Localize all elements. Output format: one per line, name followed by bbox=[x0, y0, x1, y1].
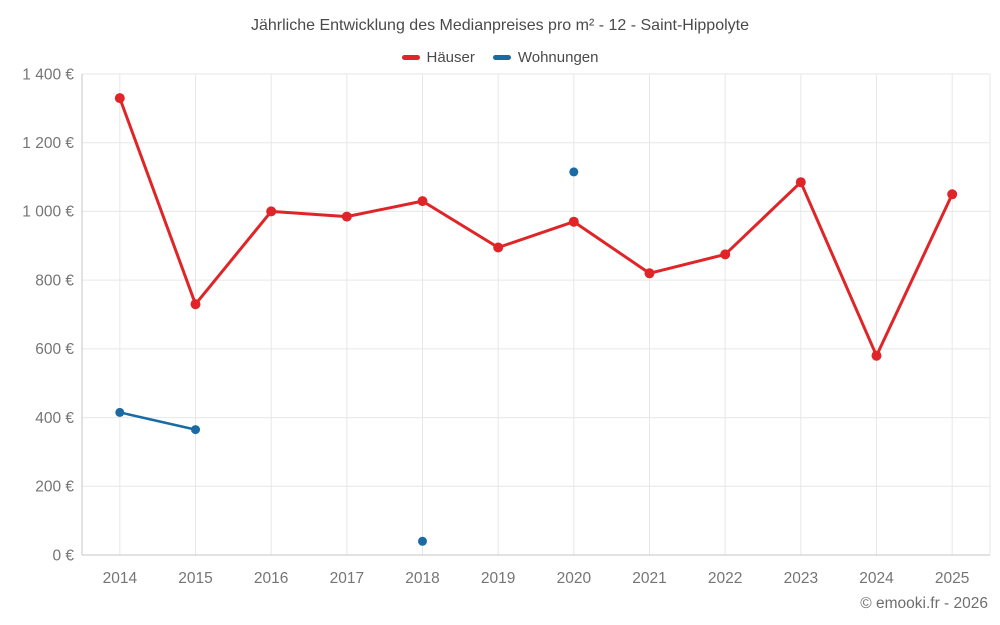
data-point-haeuser-2014[interactable] bbox=[114, 93, 125, 104]
data-point-wohnungen-2018[interactable] bbox=[418, 536, 427, 546]
x-tick-label: 2024 bbox=[859, 570, 894, 587]
y-tick-label: 1 400 € bbox=[22, 66, 74, 83]
legend-label-wohnungen: Wohnungen bbox=[517, 48, 599, 66]
x-tick-label: 2025 bbox=[935, 570, 969, 587]
data-point-haeuser-2016[interactable] bbox=[266, 206, 277, 217]
x-tick-label: 2014 bbox=[103, 570, 138, 587]
x-tick-label: 2019 bbox=[481, 570, 515, 587]
data-point-haeuser-2015[interactable] bbox=[190, 299, 201, 310]
series-line-haeuser bbox=[118, 96, 954, 358]
y-tick-label: 1 200 € bbox=[22, 135, 74, 152]
legend: Häuser Wohnungen bbox=[0, 47, 1000, 67]
y-tick-label: 0 € bbox=[52, 547, 74, 564]
legend-marker-wohnungen-icon bbox=[492, 54, 511, 60]
data-point-haeuser-2017[interactable] bbox=[341, 211, 352, 222]
y-tick-label: 600 € bbox=[35, 341, 74, 358]
legend-marker-haeuser-icon bbox=[401, 54, 420, 60]
data-point-haeuser-2023[interactable] bbox=[795, 177, 806, 188]
data-point-haeuser-2018[interactable] bbox=[417, 196, 428, 207]
chart-title: Jährliche Entwicklung des Medianpreises … bbox=[251, 17, 749, 34]
data-point-haeuser-2019[interactable] bbox=[493, 242, 504, 253]
x-tick-label: 2021 bbox=[632, 570, 666, 587]
legend-label-haeuser: Häuser bbox=[426, 48, 475, 66]
legend-item-haeuser[interactable]: Häuser bbox=[401, 48, 475, 66]
copyright-text: © emooki.fr - 2026 bbox=[860, 595, 988, 612]
data-point-haeuser-2024[interactable] bbox=[871, 350, 882, 361]
y-tick-label: 800 € bbox=[35, 272, 74, 289]
y-tick-label: 1 000 € bbox=[22, 204, 74, 221]
data-point-haeuser-2022[interactable] bbox=[720, 249, 731, 260]
y-tick-label: 400 € bbox=[35, 410, 74, 427]
data-point-wohnungen-2015[interactable] bbox=[191, 425, 200, 435]
data-point-wohnungen-2014[interactable] bbox=[115, 407, 125, 417]
x-tick-label: 2020 bbox=[557, 570, 592, 587]
data-point-haeuser-2020[interactable] bbox=[568, 216, 579, 227]
y-tick-label: 200 € bbox=[35, 479, 74, 496]
x-tick-label: 2018 bbox=[405, 570, 439, 587]
data-point-haeuser-2021[interactable] bbox=[644, 268, 655, 279]
data-point-wohnungen-2020[interactable] bbox=[569, 167, 579, 177]
x-tick-label: 2015 bbox=[178, 570, 212, 587]
x-tick-label: 2023 bbox=[784, 570, 818, 587]
x-tick-label: 2022 bbox=[708, 570, 742, 587]
x-tick-label: 2016 bbox=[254, 570, 288, 587]
data-point-haeuser-2025[interactable] bbox=[947, 189, 958, 200]
x-tick-label: 2017 bbox=[330, 570, 364, 587]
legend-item-wohnungen[interactable]: Wohnungen bbox=[492, 48, 599, 66]
